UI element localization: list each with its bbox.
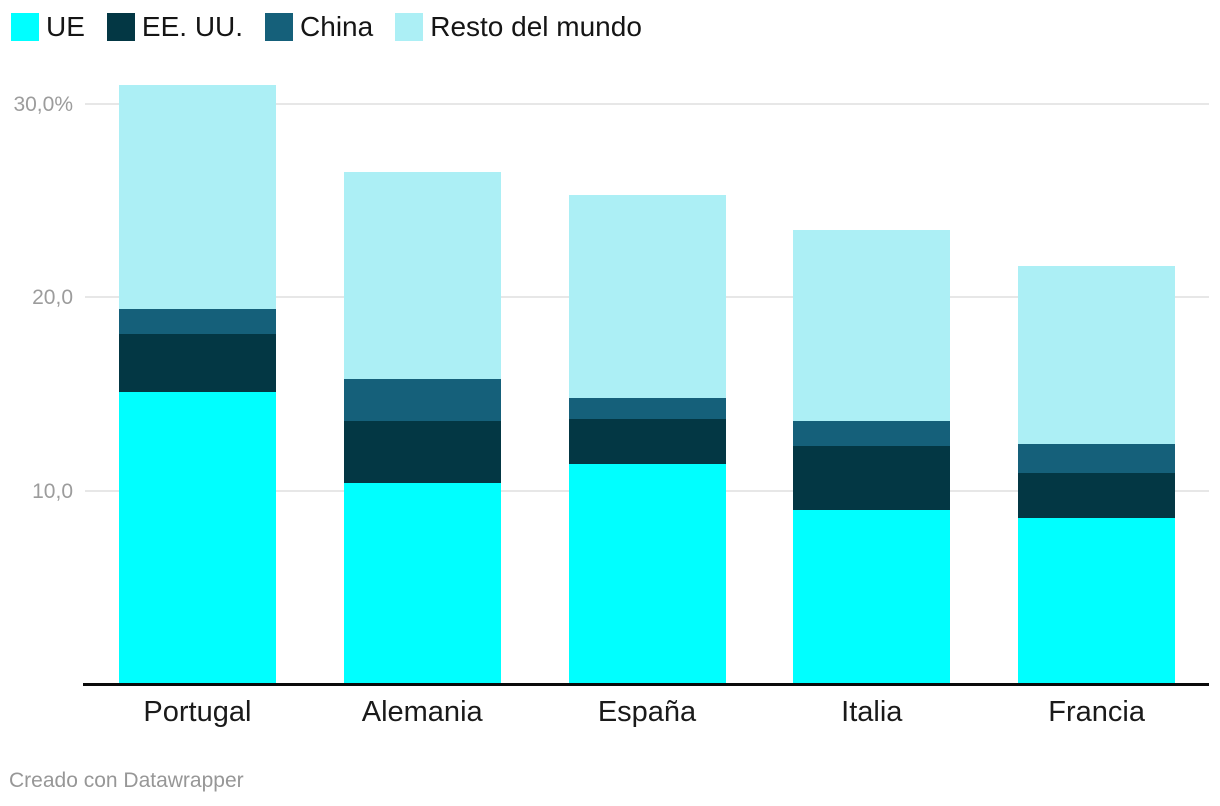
x-axis-line [83,683,1209,686]
bar-espan-a-china[interactable] [569,397,726,420]
bar-italia-ee-uu[interactable] [793,446,950,511]
bar-portugal-ue[interactable] [119,392,276,684]
bar-francia-resto-del-mundo[interactable] [1018,266,1175,445]
legend-label: Resto del mundo [430,11,642,42]
legend-label: China [300,11,374,42]
bar-francia-ee-uu[interactable] [1018,473,1175,518]
bar-alemania-ee-uu[interactable] [344,421,501,483]
legend-swatch-china [265,13,294,41]
y-tick-label-20: 20,0 [32,286,73,310]
datawrapper-credit-link[interactable]: Creado con Datawrapper [9,769,244,792]
x-label-italia: Italia [841,696,903,728]
legend-swatch-resto-del-mundo [395,13,424,41]
legend: UE EE. UU. China Resto del mundo [11,13,642,41]
bar-italia-china[interactable] [793,421,950,447]
bar-francia-china[interactable] [1018,444,1175,474]
legend-item-ee-uu: EE. UU. [106,11,244,42]
bar-alemania-resto-del-mundo[interactable] [344,171,501,379]
bar-italia-resto-del-mundo[interactable] [793,229,950,422]
legend-swatch-ue [11,13,39,41]
bar-espan-a-resto-del-mundo[interactable] [569,194,726,398]
bar-portugal-china[interactable] [119,308,276,335]
x-label-alemania: Alemania [361,696,483,728]
bar-italia-ue[interactable] [793,510,950,684]
legend-item-china: China [265,13,373,41]
legend-label: EE. UU. [141,11,244,42]
legend-item-resto-del-mundo: Resto del mundo [395,13,642,41]
bar-espan-a-ee-uu[interactable] [569,419,726,464]
gridline-30 [85,103,1209,106]
y-tick-label-30: 30,0% [13,93,73,117]
y-tick-label-10: 10,0 [32,479,73,503]
bar-alemania-ue[interactable] [344,482,501,684]
bar-francia-ue[interactable] [1018,517,1175,684]
x-label-portugal: Portugal [143,696,252,728]
legend-label: UE [46,11,85,42]
bar-portugal-resto-del-mundo[interactable] [119,84,276,309]
bar-alemania-china[interactable] [344,378,501,422]
x-label-espan-a: España [597,696,697,728]
legend-swatch-ee-uu [106,13,135,41]
legend-item-ue: UE [11,13,85,41]
x-label-francia: Francia [1048,696,1145,728]
bar-portugal-ee-uu[interactable] [119,334,276,393]
bar-espan-a-ue[interactable] [569,463,726,684]
